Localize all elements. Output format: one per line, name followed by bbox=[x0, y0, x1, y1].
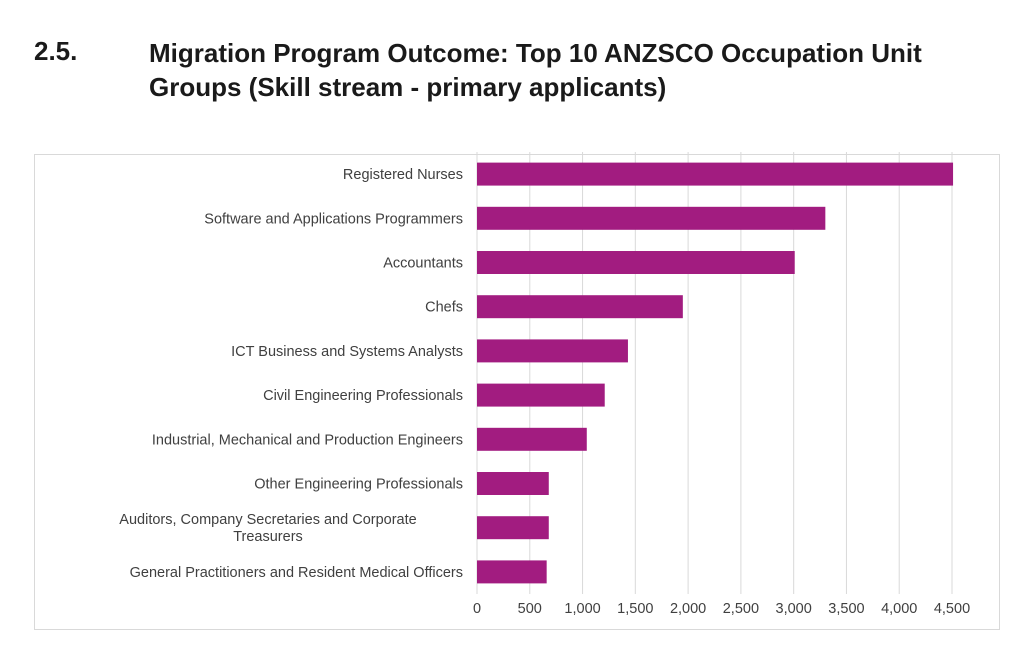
x-tick-label: 2,000 bbox=[670, 601, 706, 617]
category-label: ICT Business and Systems Analysts bbox=[231, 344, 463, 360]
category-label-line: Registered Nurses bbox=[343, 167, 463, 183]
category-label: Industrial, Mechanical and Production En… bbox=[152, 432, 463, 448]
category-label: Accountants bbox=[383, 256, 463, 272]
category-label-line: General Practitioners and Resident Medic… bbox=[130, 565, 463, 581]
x-tick-label: 0 bbox=[473, 601, 481, 617]
section-number: 2.5. bbox=[34, 36, 78, 66]
category-label-line: Software and Applications Programmers bbox=[204, 211, 463, 227]
category-labels: Registered Nurses Software and Applicatio… bbox=[119, 167, 463, 581]
x-tick-label: 2,500 bbox=[723, 601, 759, 617]
category-label-line: Civil Engineering Professionals bbox=[263, 388, 463, 404]
category-label-line: Treasurers bbox=[233, 529, 303, 545]
bar bbox=[477, 427, 587, 451]
bar bbox=[477, 560, 547, 584]
bars bbox=[477, 162, 954, 584]
x-tick-label: 3,500 bbox=[828, 601, 864, 617]
bar bbox=[477, 516, 549, 540]
category-label-line: Chefs bbox=[425, 300, 463, 316]
x-tick-label: 3,000 bbox=[776, 601, 812, 617]
x-tick-label: 4,000 bbox=[881, 601, 917, 617]
x-tick-label: 1,500 bbox=[617, 601, 653, 617]
category-label: Software and Applications Programmers bbox=[204, 211, 463, 227]
x-tick-label: 1,000 bbox=[564, 601, 600, 617]
x-tick-label: 500 bbox=[518, 601, 542, 617]
category-label-line: Industrial, Mechanical and Production En… bbox=[152, 432, 463, 448]
x-axis-tick-labels: 0 500 1,000 1,500 2,000 2,500 3,000 3,500 4,000 4… bbox=[473, 601, 970, 617]
category-label: General Practitioners and Resident Medic… bbox=[130, 565, 463, 581]
bar bbox=[477, 295, 683, 319]
chart-frame bbox=[34, 154, 1000, 630]
x-tick-label: 4,500 bbox=[934, 601, 970, 617]
bar bbox=[477, 383, 605, 407]
bar bbox=[477, 162, 954, 186]
category-label-line: Auditors, Company Secretaries and Corpor… bbox=[119, 512, 416, 528]
category-label: Chefs bbox=[425, 300, 463, 316]
bar bbox=[477, 472, 549, 495]
category-label: Civil Engineering Professionals bbox=[263, 388, 463, 404]
category-label-line: Accountants bbox=[383, 256, 463, 272]
category-label: Registered Nurses bbox=[343, 167, 463, 183]
chart-heading: Migration Program Outcome: Top 10 ANZSCO… bbox=[149, 38, 922, 102]
category-label-line: Other Engineering Professionals bbox=[254, 477, 463, 493]
category-label: Other Engineering Professionals bbox=[254, 477, 463, 493]
bar bbox=[477, 251, 795, 274]
bar bbox=[477, 206, 826, 230]
category-label: Auditors, Company Secretaries and Corpor… bbox=[119, 512, 416, 545]
category-label-line: ICT Business and Systems Analysts bbox=[231, 344, 463, 360]
bar bbox=[477, 339, 628, 363]
